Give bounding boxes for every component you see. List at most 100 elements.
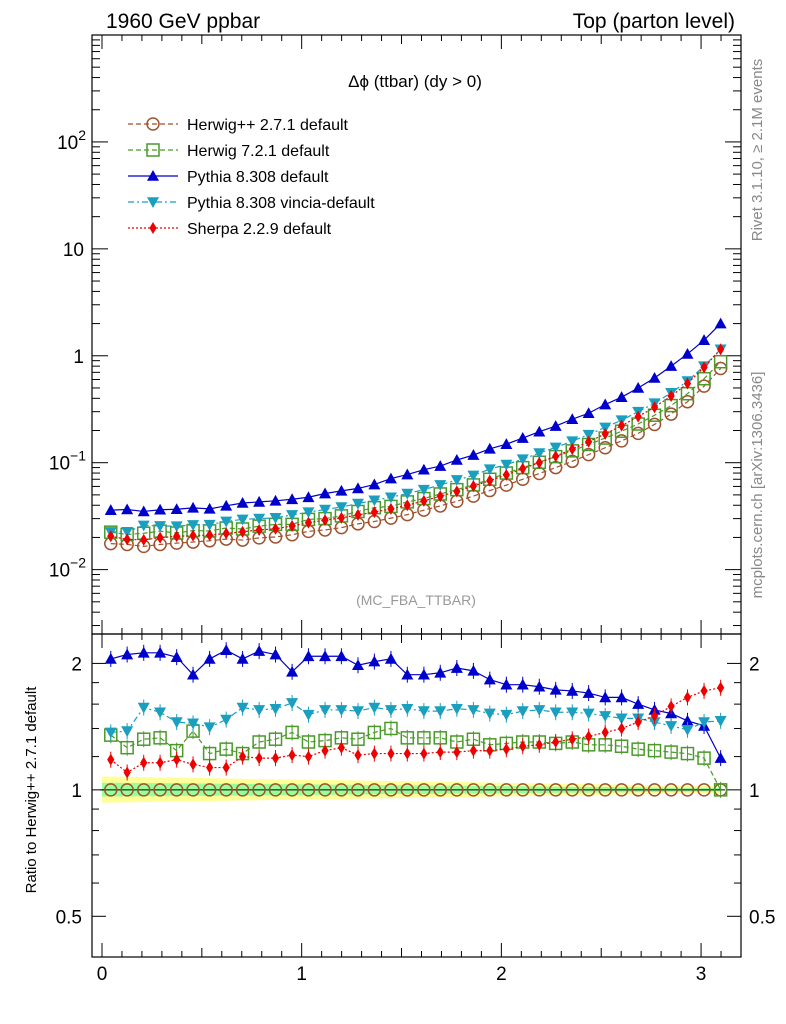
data-point — [387, 502, 395, 515]
data-point — [154, 521, 167, 532]
data-point — [337, 511, 346, 524]
ratio-point — [304, 750, 313, 763]
ratio-point-ref — [483, 783, 497, 797]
ratio-series-3 — [107, 679, 725, 781]
data-point — [648, 371, 661, 383]
data-point — [255, 523, 263, 536]
data-point — [236, 496, 249, 508]
legend-marker — [147, 197, 159, 208]
ratio-point — [681, 714, 694, 726]
ratio-point — [401, 703, 414, 715]
data-point — [631, 426, 645, 441]
data-point — [253, 495, 266, 507]
ratio-point — [319, 650, 332, 662]
ratio-point — [286, 698, 299, 709]
data-point — [187, 501, 200, 513]
ratio-point — [434, 666, 447, 678]
data-point — [632, 381, 645, 393]
ratio-point — [104, 652, 117, 664]
ratio-point — [467, 705, 480, 716]
ratio-point — [387, 747, 395, 760]
ratio-point — [368, 702, 381, 714]
data-point — [667, 390, 675, 403]
data-point — [203, 502, 216, 514]
ratio-point — [236, 652, 249, 664]
ratio-point — [286, 665, 299, 677]
data-point — [140, 533, 148, 546]
ratio-point — [384, 721, 398, 736]
ratio-point — [714, 716, 727, 727]
ratio-point — [665, 721, 678, 732]
ratio-y-tick-label: 2 — [71, 654, 82, 675]
data-point — [121, 503, 134, 515]
ratio-point-ref — [235, 783, 250, 797]
data-point — [549, 442, 562, 454]
data-point — [717, 343, 725, 356]
ratio-point-ref — [351, 783, 365, 797]
data-point — [548, 460, 563, 475]
data-point — [502, 468, 510, 481]
ratio-point — [173, 753, 181, 766]
legend-label: Pythia 8.308 default — [187, 169, 329, 186]
ratio-point-ref — [680, 783, 695, 797]
data-point — [368, 478, 381, 490]
data-point — [450, 475, 463, 486]
ratio-point — [271, 752, 280, 765]
ratio-point — [614, 739, 629, 754]
data-point — [582, 407, 595, 419]
data-point — [335, 484, 348, 496]
ratio-point — [631, 742, 645, 756]
data-point — [566, 413, 579, 425]
data-point — [203, 519, 216, 531]
legend-marker — [149, 222, 157, 234]
ratio-point — [516, 706, 529, 718]
ratio-point — [664, 745, 678, 759]
ratio-point-ref — [548, 783, 563, 797]
ratio-point-ref — [301, 783, 316, 797]
data-point — [156, 531, 164, 544]
ratio-point — [632, 698, 645, 709]
data-point — [581, 447, 596, 462]
data-point — [370, 506, 378, 519]
ratio-y-tick-label-right: 1 — [749, 781, 760, 802]
data-point — [170, 521, 183, 533]
ratio-point — [533, 680, 546, 692]
ratio-point — [483, 673, 496, 685]
ratio-point — [417, 731, 431, 745]
ratio-point — [107, 753, 115, 766]
data-point — [107, 530, 115, 543]
ratio-point — [436, 746, 444, 759]
ratio-point-ref — [186, 783, 200, 797]
ratio-y-tick-label: 0.5 — [56, 907, 82, 928]
ratio-point — [450, 662, 463, 673]
ratio-point-ref — [268, 783, 283, 797]
ratio-point — [120, 740, 134, 755]
ratio-point-ref — [515, 783, 530, 797]
ratio-point-ref — [153, 783, 167, 797]
ratio-point — [617, 722, 626, 735]
ratio-point — [552, 735, 560, 748]
data-point — [599, 398, 612, 410]
data-point — [384, 492, 397, 504]
ratio-point-ref — [136, 783, 151, 797]
data-point — [436, 490, 444, 503]
ratio-series-1 — [104, 720, 728, 798]
data-point — [123, 533, 131, 546]
data-point — [469, 480, 478, 493]
ratio-point — [288, 749, 296, 762]
ratio-point — [302, 709, 315, 721]
ratio-x-tick-label: 2 — [496, 964, 507, 985]
ratio-series-line — [110, 702, 721, 734]
ratio-point — [153, 731, 167, 745]
ratio-point — [697, 751, 711, 765]
series-4 — [107, 343, 725, 546]
ratio-point — [302, 650, 315, 662]
data-point — [137, 520, 150, 532]
data-point — [486, 474, 494, 487]
ratio-point — [467, 664, 480, 676]
ratio-point — [319, 705, 332, 716]
ratio-point-ref — [581, 783, 596, 797]
data-point — [271, 522, 280, 535]
ratio-point — [351, 659, 364, 671]
